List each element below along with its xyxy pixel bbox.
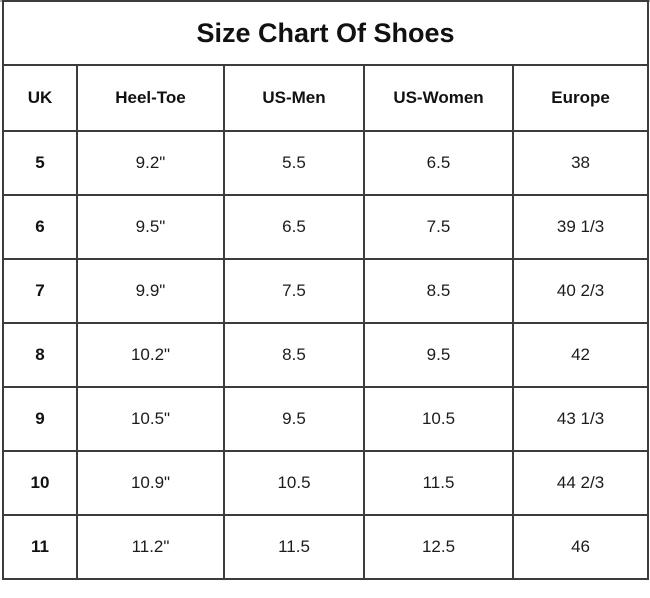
- cell-us-women: 7.5: [363, 194, 514, 260]
- cell-us-men: 6.5: [223, 194, 365, 260]
- column-header-europe: Europe: [511, 64, 650, 132]
- cell-heel-toe: 9.5": [76, 194, 225, 260]
- cell-europe: 39 1/3: [511, 194, 650, 260]
- cell-us-men: 10.5: [223, 450, 365, 516]
- page-title: Size Chart Of Shoes: [1, 0, 650, 66]
- cell-europe: 40 2/3: [511, 258, 650, 324]
- table-title-row: Size Chart Of Shoes: [1, 0, 650, 66]
- cell-uk: 7: [2, 258, 78, 324]
- table-row: 8 10.2" 8.5 9.5 42: [2, 322, 650, 388]
- table-row: 7 9.9" 7.5 8.5 40 2/3: [2, 258, 650, 324]
- column-header-us-women: US-Women: [363, 64, 514, 132]
- cell-us-women: 10.5: [363, 386, 514, 452]
- table-row: 9 10.5" 9.5 10.5 43 1/3: [2, 386, 650, 452]
- cell-uk: 10: [2, 450, 78, 516]
- cell-uk: 11: [2, 514, 78, 580]
- cell-uk: 5: [2, 130, 78, 196]
- cell-us-women: 11.5: [363, 450, 514, 516]
- cell-europe: 43 1/3: [511, 386, 650, 452]
- table-header-row: UK Heel-Toe US-Men US-Women Europe: [2, 64, 650, 132]
- cell-heel-toe: 9.2": [76, 130, 225, 196]
- table-row: 10 10.9" 10.5 11.5 44 2/3: [2, 450, 650, 516]
- cell-heel-toe: 10.2": [76, 322, 225, 388]
- table-row: 6 9.5" 6.5 7.5 39 1/3: [2, 194, 650, 260]
- cell-us-men: 11.5: [223, 514, 365, 580]
- table-row: 11 11.2" 11.5 12.5 46: [2, 514, 650, 580]
- cell-europe: 42: [511, 322, 650, 388]
- cell-europe: 44 2/3: [511, 450, 650, 516]
- cell-europe: 46: [511, 514, 650, 580]
- cell-heel-toe: 10.9": [76, 450, 225, 516]
- column-header-us-men: US-Men: [223, 64, 365, 132]
- column-header-uk: UK: [2, 64, 78, 132]
- size-chart-table: Size Chart Of Shoes UK Heel-Toe US-Men U…: [1, 0, 650, 580]
- cell-us-men: 5.5: [223, 130, 365, 196]
- cell-us-women: 6.5: [363, 130, 514, 196]
- column-header-heel-toe: Heel-Toe: [76, 64, 225, 132]
- table-row: 5 9.2" 5.5 6.5 38: [2, 130, 650, 196]
- cell-us-women: 9.5: [363, 322, 514, 388]
- cell-uk: 6: [2, 194, 78, 260]
- cell-europe: 38: [511, 130, 650, 196]
- cell-us-men: 8.5: [223, 322, 365, 388]
- cell-us-men: 9.5: [223, 386, 365, 452]
- cell-heel-toe: 9.9": [76, 258, 225, 324]
- cell-heel-toe: 10.5": [76, 386, 225, 452]
- cell-uk: 8: [2, 322, 78, 388]
- cell-uk: 9: [2, 386, 78, 452]
- cell-us-women: 8.5: [363, 258, 514, 324]
- cell-heel-toe: 11.2": [76, 514, 225, 580]
- cell-us-men: 7.5: [223, 258, 365, 324]
- cell-us-women: 12.5: [363, 514, 514, 580]
